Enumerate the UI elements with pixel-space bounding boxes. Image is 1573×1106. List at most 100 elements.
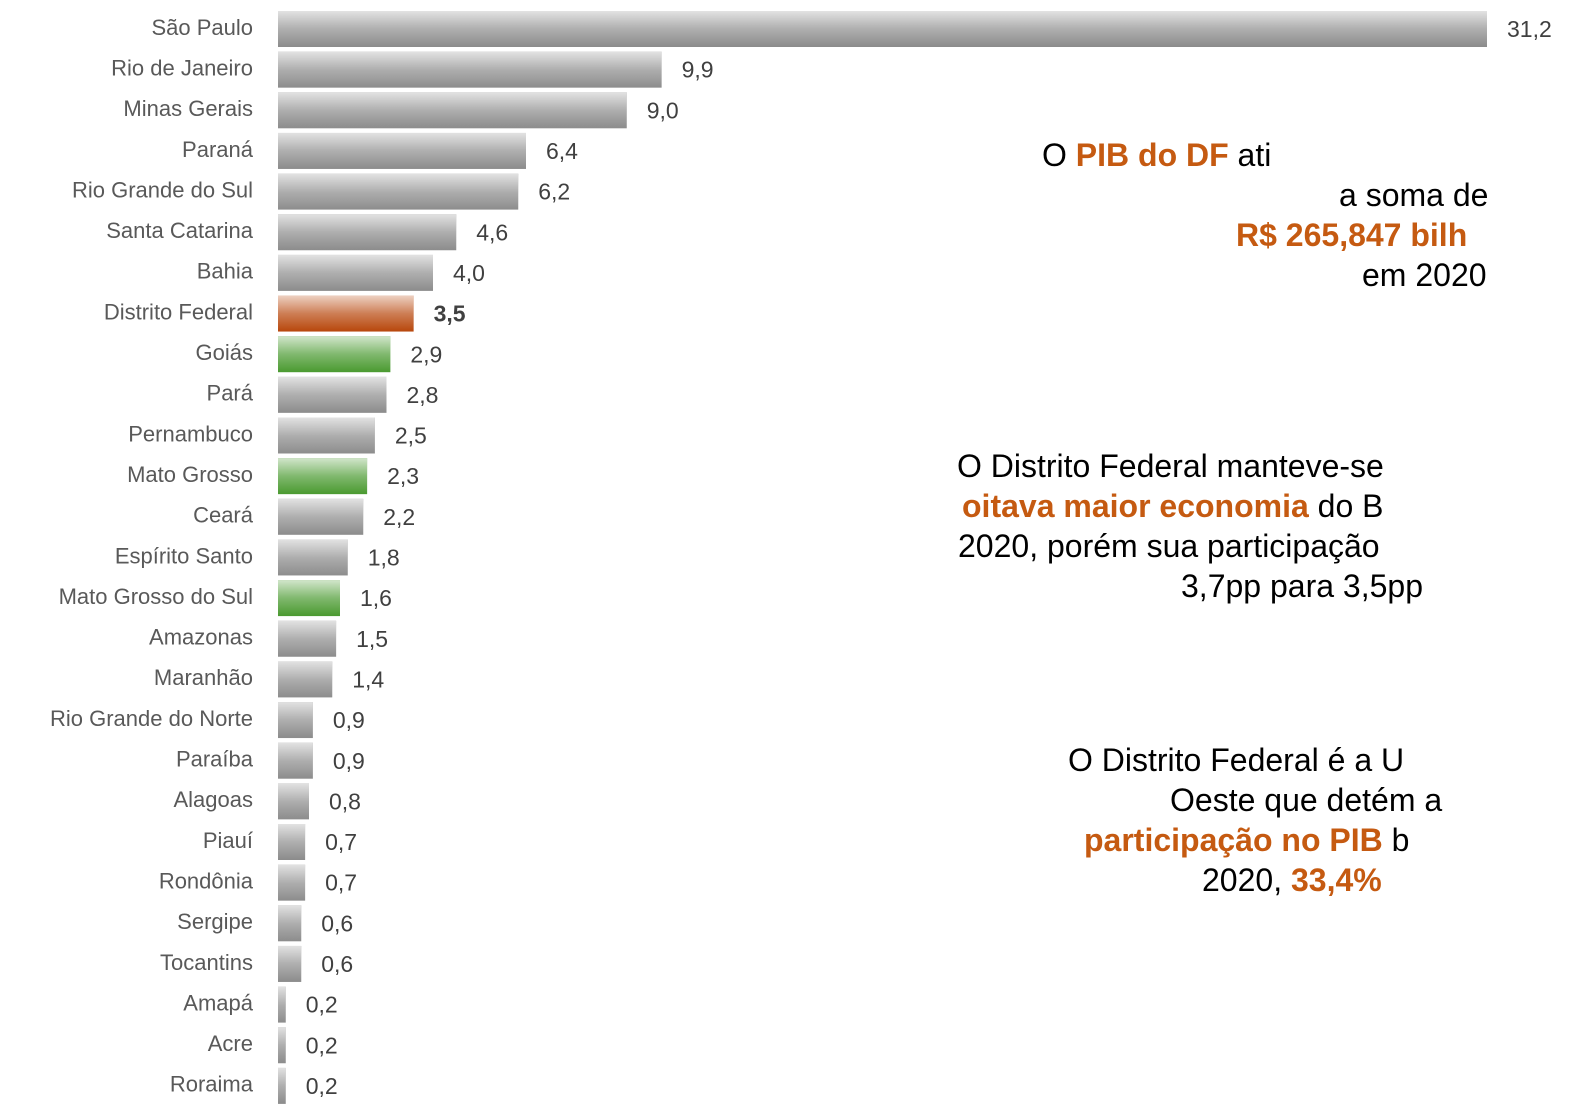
bar-shine xyxy=(278,295,414,332)
annotation-line: R$ 265,847 bilh xyxy=(1236,217,1467,253)
annotation-line: em 2020 xyxy=(1362,257,1487,293)
annotation-text: ati xyxy=(1229,137,1272,173)
category-label: Rio Grande do Norte xyxy=(50,706,253,731)
category-label: Sergipe xyxy=(177,909,253,934)
annotation-text: b xyxy=(1383,822,1410,858)
value-label: 9,0 xyxy=(647,97,679,123)
category-label: Pernambuco xyxy=(128,421,253,446)
value-label: 2,5 xyxy=(395,423,427,449)
bar-shine xyxy=(278,336,391,373)
value-label: 9,9 xyxy=(682,57,714,83)
annotation-line: 3,7pp para 3,5pp xyxy=(1181,568,1423,604)
category-label: Ceará xyxy=(193,503,254,528)
bar-shine xyxy=(278,783,309,820)
value-label: 0,6 xyxy=(321,910,353,936)
category-label: Paraná xyxy=(182,137,254,162)
annotation-highlight: participação no PIB xyxy=(1084,822,1383,858)
category-label: São Paulo xyxy=(151,15,253,40)
bar-shine xyxy=(278,417,375,454)
category-label: Pará xyxy=(207,381,254,406)
annotation-line: oitava maior economia do B xyxy=(962,488,1384,524)
annotation-highlight: R$ 265,847 bilh xyxy=(1236,217,1467,253)
value-label: 1,4 xyxy=(352,666,384,692)
annotation-text: 3,7pp para 3,5pp xyxy=(1181,568,1423,604)
bar-shine xyxy=(278,92,627,129)
category-label: Goiás xyxy=(196,340,253,365)
bar-shine xyxy=(278,580,340,617)
value-label: 2,2 xyxy=(383,504,415,530)
category-label: Piauí xyxy=(203,828,253,853)
bar-shine xyxy=(278,498,364,535)
annotation-line: participação no PIB b xyxy=(1084,822,1409,858)
bar-shine xyxy=(278,214,457,251)
bar-shine xyxy=(278,132,526,169)
category-label: Mato Grosso do Sul xyxy=(59,584,253,609)
value-label: 6,2 xyxy=(538,179,570,205)
annotation-text: O xyxy=(1042,137,1076,173)
value-label: 4,0 xyxy=(453,260,485,286)
value-label: 1,5 xyxy=(356,626,388,652)
annotation-line: O Distrito Federal manteve-se xyxy=(957,448,1384,484)
value-label: 6,4 xyxy=(546,138,578,164)
value-label: 0,9 xyxy=(333,707,365,733)
value-label: 1,6 xyxy=(360,585,392,611)
bar-shine xyxy=(278,1067,286,1104)
category-label: Santa Catarina xyxy=(106,218,254,243)
category-label: Bahia xyxy=(197,259,254,284)
annotation-line: O Distrito Federal é a U xyxy=(1068,742,1404,778)
bar-shine xyxy=(278,539,348,576)
value-label: 0,7 xyxy=(325,870,357,896)
value-label: 0,8 xyxy=(329,788,361,814)
bar-shine xyxy=(278,620,337,657)
bar-shine xyxy=(278,51,662,88)
bar-shine xyxy=(278,173,519,210)
category-label: Minas Gerais xyxy=(123,96,253,121)
annotation-highlight: oitava maior economia xyxy=(962,488,1309,524)
value-label: 0,2 xyxy=(306,992,338,1018)
annotation-line: Oeste que detém a xyxy=(1170,782,1442,818)
annotation-line: 2020, porém sua participação xyxy=(958,528,1380,564)
category-label: Distrito Federal xyxy=(104,299,253,324)
value-label: 31,2 xyxy=(1507,16,1552,42)
annotation-text: a soma de xyxy=(1339,177,1488,213)
bar-shine xyxy=(278,824,306,860)
bar-shine xyxy=(278,864,306,901)
annotation-line: a soma de xyxy=(1339,177,1488,213)
category-label: Amapá xyxy=(183,990,253,1015)
category-label: Maranhão xyxy=(154,665,253,690)
annotation-highlight: PIB do DF xyxy=(1076,137,1229,173)
bar-shine xyxy=(278,905,302,942)
value-label: 3,5 xyxy=(434,301,466,327)
bar-shine xyxy=(278,458,368,495)
value-label: 0,7 xyxy=(325,829,357,855)
category-label: Rio de Janeiro xyxy=(111,55,253,80)
value-label: 0,2 xyxy=(306,1073,338,1099)
value-label: 2,3 xyxy=(387,463,419,489)
annotation-text: O Distrito Federal manteve-se xyxy=(957,448,1384,484)
bar-shine xyxy=(278,376,387,413)
annotation-text: O Distrito Federal é a U xyxy=(1068,742,1404,778)
category-label: Rondônia xyxy=(159,868,254,893)
category-label: Tocantins xyxy=(160,950,253,975)
annotation-text: em 2020 xyxy=(1362,257,1487,293)
bar-shine xyxy=(278,986,286,1023)
category-label: Rio Grande do Sul xyxy=(72,177,253,202)
value-label: 4,6 xyxy=(476,219,508,245)
bar-shine xyxy=(278,254,433,291)
annotation-highlight: 33,4% xyxy=(1291,862,1382,898)
annotation-text: 2020, xyxy=(1202,862,1291,898)
category-label: Acre xyxy=(208,1031,253,1056)
category-label: Amazonas xyxy=(149,625,253,650)
category-label: Mato Grosso xyxy=(127,462,253,487)
value-label: 1,8 xyxy=(368,545,400,571)
value-label: 2,9 xyxy=(410,341,442,367)
category-label: Espírito Santo xyxy=(115,543,253,568)
bar-shine xyxy=(278,742,313,779)
bar-shine xyxy=(278,945,302,982)
bar-shine xyxy=(278,1027,286,1064)
bar-shine xyxy=(278,702,313,739)
bar-shine xyxy=(278,11,1487,47)
bar-shine xyxy=(278,661,333,698)
